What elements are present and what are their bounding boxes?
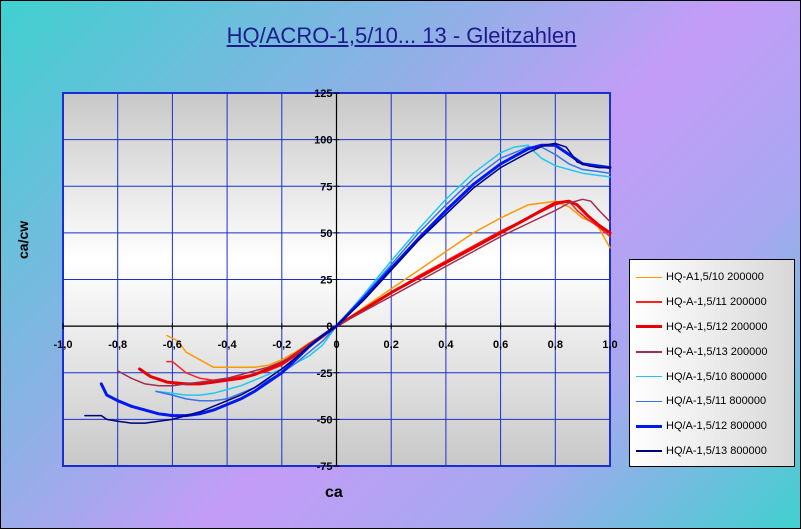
x-tick-label: 1,0: [602, 339, 617, 351]
legend-swatch: [636, 424, 662, 428]
y-tick-label: 100: [314, 135, 332, 147]
legend-item: HQ/A-1,5/10 800000: [630, 364, 794, 389]
legend: HQ-A1,5/10 200000 HQ-A-1,5/11 200000 HQ-A-…: [629, 259, 795, 467]
legend-label: HQ/A-1,5/10 800000: [666, 370, 767, 383]
y-axis-label: ca/cw: [15, 220, 31, 259]
y-tick-label: -50: [317, 414, 333, 426]
x-axis-label: ca: [325, 484, 343, 501]
legend-swatch: [636, 351, 662, 353]
legend-item: HQ/A-1,5/13 800000: [630, 439, 794, 464]
x-tick-label: 0: [333, 339, 339, 351]
x-tick-label: -1,0: [54, 339, 73, 351]
legend-swatch: [636, 276, 662, 279]
x-tick-label: -0,6: [163, 339, 182, 351]
series-line-5: [155, 144, 611, 396]
y-tick-label: 50: [320, 228, 332, 240]
legend-label: HQ-A-1,5/11 200000: [666, 296, 767, 309]
legend-item: HQ-A1,5/10 200000: [630, 265, 794, 290]
x-tick-label: 0,8: [548, 339, 563, 351]
x-tick-label: -0,4: [218, 339, 238, 351]
legend-label: HQ/A-1,5/12 800000: [666, 420, 767, 433]
x-tick-label: 0,2: [384, 339, 399, 351]
legend-item: HQ/A-1,5/12 800000: [630, 414, 794, 439]
y-tick-label: 0: [326, 321, 332, 333]
legend-item: HQ-A-1,5/13 200000: [630, 339, 794, 364]
x-tick-label: 0,4: [438, 339, 454, 351]
legend-swatch: [636, 400, 662, 403]
legend-label: HQ-A-1,5/12 200000: [666, 320, 768, 333]
y-tick-label: 75: [320, 181, 332, 193]
legend-label: HQ/A-1,5/13 800000: [666, 444, 767, 457]
y-tick-label: -75: [317, 461, 333, 473]
y-tick-label: -25: [317, 368, 333, 380]
series-line-8: [84, 142, 611, 424]
legend-swatch: [636, 375, 662, 378]
legend-swatch: [636, 325, 662, 329]
x-tick-label: -0,2: [272, 339, 291, 351]
legend-label: HQ-A-1,5/13 200000: [666, 345, 768, 358]
legend-swatch: [636, 450, 662, 452]
legend-label: HQ/A-1,5/11 800000: [666, 395, 767, 408]
x-tick-label: -0,8: [108, 339, 127, 351]
legend-item: HQ/A-1,5/11 800000: [630, 389, 794, 414]
y-tick-label: 125: [314, 88, 332, 100]
legend-label: HQ-A1,5/10 200000: [666, 271, 764, 284]
chart-title: HQ/ACRO-1,5/10... 13 - Gleitzahlen: [226, 23, 577, 48]
legend-item: HQ-A-1,5/11 200000: [630, 290, 794, 315]
y-tick-label: 25: [320, 275, 332, 287]
legend-swatch: [636, 301, 662, 303]
x-tick-label: 0,6: [493, 339, 508, 351]
legend-item: HQ-A-1,5/12 200000: [630, 315, 794, 340]
